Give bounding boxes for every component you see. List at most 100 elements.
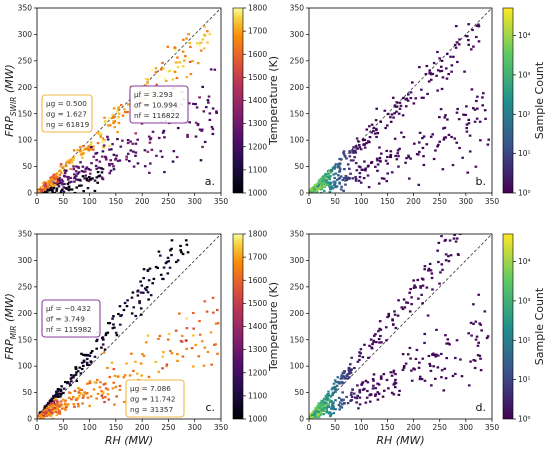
colorbar-tick-label: 1100 [248,165,267,174]
x-tick-label: 150 [109,197,124,206]
scatter-point [427,354,431,358]
x-tick-label: 50 [330,423,340,432]
scatter-point [66,381,70,384]
scatter-point [174,61,178,64]
scatter-point [78,150,82,153]
scatter-point [453,234,456,236]
scatter-point [57,403,61,406]
scatter-point [331,167,335,170]
x-tick-label: 350 [214,197,229,206]
scatter-point [418,361,421,364]
scatter-point [345,157,348,160]
scatter-point [322,176,325,179]
scatter-point [54,394,57,398]
scatter-point [163,171,166,174]
scatter-point [112,153,116,156]
scatter-point [58,169,62,173]
scatter-point [472,45,475,48]
scatter-point [192,327,196,330]
scatter-point [350,391,353,394]
scatter-point [72,395,75,399]
scatter-point [69,158,73,161]
scatter-point [100,167,103,170]
scatter-point [171,78,175,81]
scatter-point [331,187,335,190]
scatter-point [57,395,60,398]
scatter-point [376,159,379,162]
scatter-point [367,140,370,143]
scatter-point [359,181,363,184]
scatter-point [181,252,185,256]
scatter-point [207,101,210,104]
scatter-point [471,107,475,110]
scatter-point [206,350,210,354]
scatter-point [47,189,51,192]
x-axis-label: RH (MW) [105,434,153,447]
scatter-point [426,92,429,96]
scatter-point [336,163,340,166]
scatter-point [108,375,112,379]
scatter-point [53,403,57,406]
colorbar-tick-label: 10¹ [518,149,531,158]
scatter-point [75,397,79,400]
scatter-point [109,159,112,162]
scatter-point [485,336,489,340]
scatter-point [348,167,351,170]
scatter-point [80,388,83,391]
scatter-point [52,176,55,179]
scatter-point [363,160,366,163]
scatter-point [331,393,334,396]
scatter-point [155,154,158,157]
scatter-point [211,311,215,314]
scatter-point [449,55,452,58]
scatter-point [341,391,344,394]
colorbar-label: Temperature (K) [267,56,280,146]
scatter-point [181,228,184,230]
scatter-point [356,384,359,387]
scatter-point [443,136,446,139]
scatter-point [170,352,174,355]
scatter-point [120,314,123,317]
scatter-point [130,352,133,355]
scatter-point [61,168,65,172]
scatter-point [469,360,472,363]
scatter-point [474,165,478,168]
scatter-point [176,126,180,130]
x-tick-label: 300 [188,197,203,206]
scatter-point [198,96,201,99]
y-tick-label: 50 [22,388,32,397]
scatter-point [344,376,347,379]
scatter-point [146,268,150,272]
scatter-point [60,407,64,410]
scatter-point [477,23,480,26]
scatter-point [338,167,342,171]
scatter-point [161,61,164,64]
scatter-point [56,411,60,414]
temperature-colorbar: 1000 1100 1200 1300 1400 1500 1600 1700 1800 Temp… [232,4,280,198]
scatter-point [62,186,66,189]
scatter-point [86,353,90,357]
scatter-point [188,41,192,45]
scatter-point [169,349,172,353]
x-tick-label: 50 [59,423,69,432]
scatter-point [346,402,350,405]
scatter-point [374,333,377,336]
scatter-point [213,343,216,347]
scatter-point [147,279,151,282]
x-tick-label: 0 [307,197,312,206]
scatter-point [201,85,205,89]
scatter-point [380,341,383,344]
scatter-point [361,355,365,359]
scatter-point [134,154,137,157]
scatter-point [467,39,470,42]
scatter-point [65,406,68,409]
scatter-point [161,277,164,281]
scatter-point [320,186,323,189]
scatter-point [59,388,63,391]
scatter-point [398,101,402,104]
scatter-point [128,374,132,377]
scatter-point [309,191,311,193]
scatter-point [63,403,67,406]
x-tick-label: 300 [188,423,203,432]
